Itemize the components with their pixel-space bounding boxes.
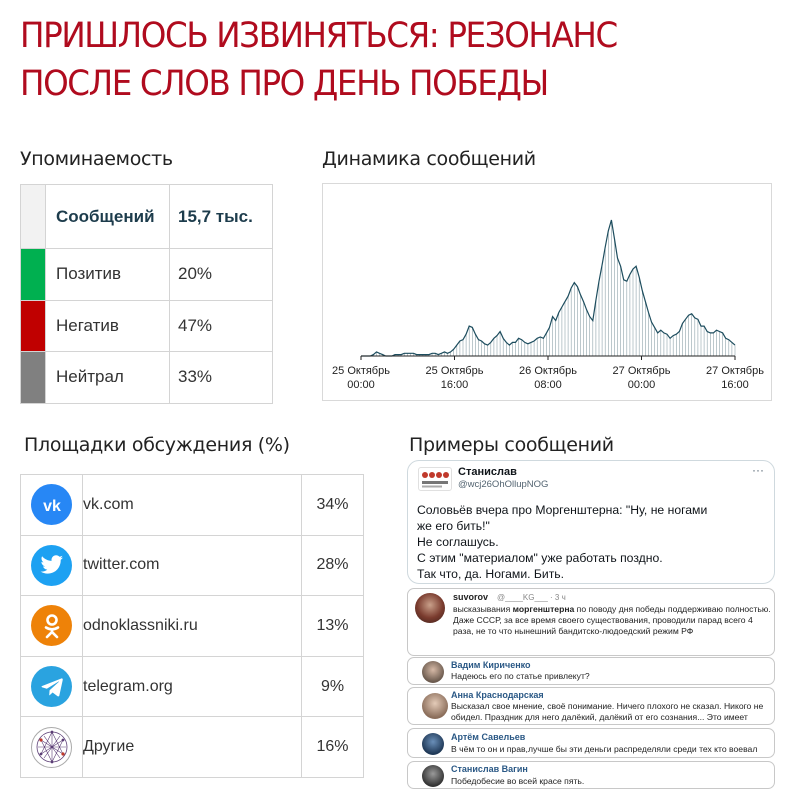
platform-row: odnoklassniki.ru 13% [20, 595, 364, 657]
comment-card[interactable]: Станислав Вагин Победобесие во всей крас… [407, 761, 775, 789]
mentions-row: Негатив 47% [20, 299, 273, 352]
examples-title: Примеры сообщений [409, 434, 614, 456]
mentions-label: Позитив [45, 248, 170, 301]
chart-tick-label: 16:00 [721, 379, 749, 391]
mentions-label: Негатив [45, 299, 170, 352]
tweet-author: Станислав [458, 466, 517, 478]
swatch-negative [20, 299, 46, 352]
avatar [415, 593, 445, 623]
telegram-icon [31, 666, 72, 708]
swatch-total [20, 184, 46, 249]
tweet-card[interactable]: Станислав @wcj26OhOllupNOG ··· Соловьёв … [407, 460, 775, 584]
tweet-handle: @wcj26OhOllupNOG [458, 479, 549, 490]
messages-chart: 25 Октябрь 00:00 25 Октябрь 16:00 26 Октябрь… [322, 183, 772, 401]
platform-share: 13% [301, 595, 364, 657]
avatar [422, 661, 444, 683]
comment-text: Надеюсь его по статье привлекут? [451, 671, 590, 681]
platforms-title: Площадки обсуждения (%) [24, 434, 290, 456]
platform-share: 28% [301, 534, 364, 597]
platform-name: vk.com [82, 474, 302, 536]
chart-tick-label: 26 Октябрь [519, 365, 577, 377]
mentions-table: Сообщений 15,7 тыс. Позитив 20% Негатив … [20, 184, 273, 404]
chart-tick-label: 27 Октябрь [613, 365, 671, 377]
avatar [422, 693, 448, 719]
tweet-line: Не соглашусь. [417, 535, 499, 549]
comment-author: Артём Савельев [451, 732, 526, 742]
platform-row: telegram.org 9% [20, 655, 364, 718]
platform-share: 9% [301, 655, 364, 718]
tweet-text: Соловьёв вчера про Моргенштерна: "Ну, не… [417, 502, 707, 582]
headline: ПРИШЛОСЬ ИЗВИНЯТЬСЯ: РЕЗОНАНС ПОСЛЕ СЛОВ… [20, 12, 780, 108]
mentions-title: Упоминаемость [20, 148, 173, 170]
avatar [418, 467, 452, 491]
mentions-value: 47% [169, 299, 273, 352]
platform-name: Другие [82, 716, 302, 778]
comment-text: Высказал свое мнение, своё понимание. Ни… [451, 701, 764, 724]
chart-series-line [361, 219, 736, 357]
comment-text: Победобесие во всей красе пять. [451, 776, 585, 786]
chart-tick-label: 25 Октябрь [426, 365, 484, 377]
platform-row: Другие 16% [20, 716, 364, 778]
vk-post[interactable]: suvorov @____KG___ · 3 ч высказывания мо… [407, 588, 775, 656]
svg-text:vk: vk [43, 498, 61, 513]
swatch-neutral [20, 351, 46, 404]
tweet-line: же его бить!" [417, 519, 490, 533]
platform-row: twitter.com 28% [20, 534, 364, 597]
platform-share: 16% [301, 716, 364, 778]
chart-tick-label: 00:00 [628, 379, 656, 391]
tweet-line: Соловьёв вчера про Моргенштерна: "Ну, не… [417, 503, 708, 517]
mentions-row: Позитив 20% [20, 248, 273, 301]
platforms-table: vk vk.com 34% twitter.com 28% odnoklassn… [20, 474, 364, 778]
network-icon [31, 726, 72, 768]
comment-author: Анна Краснодарская [451, 690, 544, 700]
chart-tick-label: 08:00 [534, 379, 562, 391]
comment-author: Станислав Вагин [451, 764, 528, 774]
comment-author: Вадим Кириченко [451, 660, 531, 670]
post-meta: @____KG___ · 3 ч [497, 593, 566, 602]
platform-name: odnoklassniki.ru [82, 595, 302, 657]
avatar [422, 765, 444, 787]
comment-card[interactable]: Артём Савельев В чём то он и прав,лучше … [407, 728, 775, 758]
headline-line-1: ПРИШЛОСЬ ИЗВИНЯТЬСЯ: РЕЗОНАНС [20, 16, 618, 56]
mentions-row: Нейтрал 33% [20, 351, 273, 404]
chart-svg: 25 Октябрь 00:00 25 Октябрь 16:00 26 Октябрь… [332, 219, 764, 391]
platform-name: telegram.org [82, 655, 302, 718]
chart-tick-label: 27 Октябрь [706, 365, 764, 377]
post-author: suvorov [453, 592, 489, 602]
platform-name: twitter.com [82, 534, 302, 597]
comment-card[interactable]: Анна Краснодарская Высказал свое мнение,… [407, 687, 775, 725]
avatar [422, 733, 444, 755]
mentions-value: 33% [169, 351, 273, 404]
mentions-label: Сообщений [45, 184, 170, 249]
comment-card[interactable]: Вадим Кириченко Надеюсь его по статье пр… [407, 657, 775, 685]
vk-icon: vk [31, 484, 72, 526]
mentions-label: Нейтрал [45, 351, 170, 404]
swatch-positive [20, 248, 46, 301]
chart-tick-label: 25 Октябрь [332, 365, 390, 377]
mentions-value: 20% [169, 248, 273, 301]
chart-title: Динамика сообщений [322, 148, 536, 170]
mentions-row: Сообщений 15,7 тыс. [20, 184, 273, 249]
chart-tick-label: 00:00 [347, 379, 375, 391]
mentions-value: 15,7 тыс. [169, 184, 273, 249]
platform-row: vk vk.com 34% [20, 474, 364, 536]
comment-text: В чём то он и прав,лучше бы эти деньги р… [451, 744, 758, 754]
post-text: высказывания моргенштерна по поводу дня … [453, 604, 771, 636]
odnoklassniki-icon [31, 605, 72, 647]
twitter-icon [31, 544, 72, 586]
chart-tick-label: 16:00 [441, 379, 469, 391]
more-icon[interactable]: ··· [752, 463, 764, 477]
tweet-line: С этим "материалом" уже работать поздно. [417, 551, 663, 565]
platform-share: 34% [301, 474, 364, 536]
tweet-line: Так что, да. Ногами. Бить. [417, 567, 565, 581]
headline-line-2: ПОСЛЕ СЛОВ ПРО ДЕНЬ ПОБЕДЫ [20, 64, 549, 104]
